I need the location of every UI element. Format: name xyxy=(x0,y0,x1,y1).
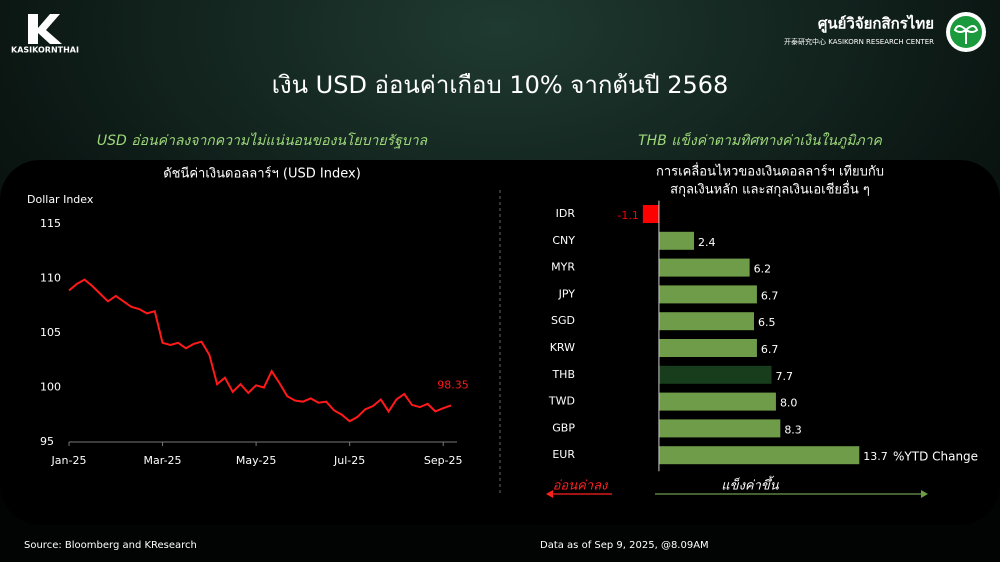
x-tick-label: May-25 xyxy=(236,454,277,467)
x-axis-label: %YTD Change xyxy=(893,450,978,464)
category-label: THB xyxy=(551,368,575,381)
bar xyxy=(658,231,695,250)
bar xyxy=(658,285,757,304)
category-label: TWD xyxy=(548,395,575,408)
as-of: Data as of Sep 9, 2025, @8.09AM xyxy=(540,540,709,551)
chart-title: ดัชนีค่าเงินดอลลาร์ฯ (USD Index) xyxy=(163,166,361,182)
x-tick-label: Mar-25 xyxy=(144,454,182,467)
value-label: 6.7 xyxy=(761,289,779,302)
y-tick-label: 110 xyxy=(40,272,61,285)
arrowhead xyxy=(546,490,553,498)
end-label: 98.35 xyxy=(437,378,469,391)
value-label: 6.2 xyxy=(754,263,772,276)
logo-leaf xyxy=(953,25,979,44)
subtitle: USD อ่อนค่าลงจากความไม่แน่นอนของนโยบายรั… xyxy=(97,132,429,149)
bar xyxy=(658,312,754,331)
x-tick-label: Sep-25 xyxy=(424,454,463,467)
value-label: 2.4 xyxy=(698,236,716,249)
source: Source: Bloomberg and KResearch xyxy=(24,540,197,551)
y-tick-label: 100 xyxy=(40,381,61,394)
right-arrow-label: แข็งค่าขึ้น xyxy=(721,476,779,494)
value-label: 7.7 xyxy=(776,370,794,383)
bar xyxy=(658,258,750,277)
value-label: -1.1 xyxy=(617,209,638,222)
value-label: 6.7 xyxy=(761,343,779,356)
value-label: 8.3 xyxy=(784,423,802,436)
value-label: 8.0 xyxy=(780,397,798,410)
value-label: 6.5 xyxy=(758,316,776,329)
y-tick-label: 115 xyxy=(40,217,61,230)
category-label: CNY xyxy=(552,234,575,247)
bar xyxy=(642,205,659,223)
bar xyxy=(658,339,757,357)
bar xyxy=(658,446,860,465)
brand: KASIKORNTHAI xyxy=(11,46,79,55)
logo-k xyxy=(28,14,62,44)
center-sub: 开泰研究中心 KASIKORN RESEARCH CENTER xyxy=(784,37,934,46)
category-label: SGD xyxy=(551,314,575,327)
value-label: 13.7 xyxy=(863,450,888,463)
center-name: ศูนย์วิจัยกสิกรไทย xyxy=(818,14,934,34)
subtitle: THB แข็งค่าตามทิศทางค่าเงินในภูมิภาค xyxy=(638,132,882,149)
bar xyxy=(658,419,781,438)
y-tick-label: 105 xyxy=(40,326,61,339)
arrowhead xyxy=(921,490,928,498)
category-label: EUR xyxy=(552,448,575,461)
category-label: KRW xyxy=(550,341,575,354)
bar xyxy=(658,365,772,384)
category-label: JPY xyxy=(558,287,576,300)
category-label: IDR xyxy=(556,207,576,220)
y-axis-label: Dollar Index xyxy=(27,193,94,206)
x-tick-label: Jan-25 xyxy=(51,454,87,467)
x-tick-label: Jul-25 xyxy=(333,454,365,467)
left-arrow-label: อ่อนค่าลง xyxy=(553,479,609,494)
line xyxy=(68,278,452,423)
category-label: MYR xyxy=(551,261,575,274)
chart-title: สกุลเงินหลัก และสกุลเงินเอเชียอื่น ๆ xyxy=(670,181,870,198)
y-tick-label: 95 xyxy=(40,435,54,448)
chart-title: การเคลื่อนไหวของเงินดอลลาร์ฯ เทียบกับ xyxy=(656,163,884,180)
title: เงิน USD อ่อนค่าเกือบ 10% จากต้นปี 2568 xyxy=(272,71,729,99)
category-label: GBP xyxy=(552,421,575,434)
bar xyxy=(658,392,776,411)
